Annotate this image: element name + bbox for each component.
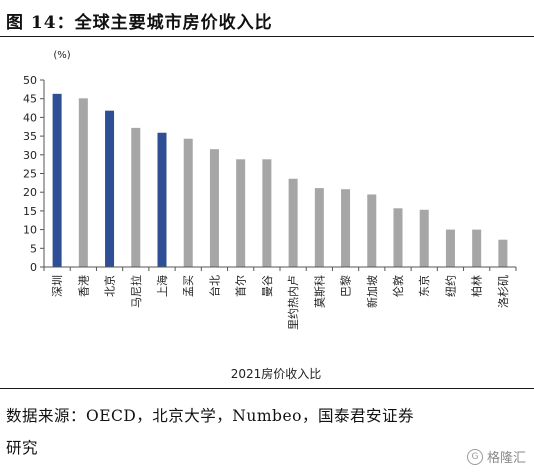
x-tick-label: 曼谷 (261, 275, 274, 297)
x-axis-title: 2021房价收入比 (231, 366, 322, 381)
x-tick-label: 柏林 (470, 275, 484, 297)
bar-香港 (78, 98, 88, 267)
bar-纽约 (445, 229, 455, 267)
y-tick-label: 30 (23, 149, 37, 162)
bar-东京 (419, 209, 429, 267)
y-tick-label: 40 (23, 111, 37, 124)
x-tick-label: 首尔 (234, 275, 248, 297)
x-tick-label: 马尼拉 (129, 275, 143, 308)
source-divider (0, 388, 534, 389)
bar-伦敦 (393, 208, 403, 267)
x-tick-label: 伦敦 (391, 275, 405, 297)
source-line-2: 研究 (6, 439, 39, 457)
x-tick-label: 北京 (103, 275, 117, 297)
bar-莫斯科 (314, 188, 324, 267)
y-tick-label: 0 (30, 261, 37, 274)
bar-北京 (105, 110, 115, 267)
unit-label: (%) (53, 50, 70, 61)
bar-曼谷 (262, 159, 272, 267)
bar-首尔 (236, 159, 246, 267)
y-tick-label: 35 (23, 130, 37, 143)
bar-马尼拉 (131, 127, 141, 267)
bar-台北 (209, 149, 219, 267)
watermark: G 格隆汇 (466, 447, 526, 466)
y-tick-label: 45 (23, 93, 37, 106)
x-tick-label: 深圳 (51, 275, 64, 297)
bar-chart: 0 5 10 15 20 25 30 35 40 45 50 深圳 香港 北京 马尼拉 上海 孟买 台北 首尔 曼谷… (23, 50, 517, 381)
x-tick-label: 莫斯科 (312, 275, 326, 308)
y-tick-label: 15 (23, 205, 37, 218)
x-tick-label: 上海 (155, 275, 169, 297)
bar-洛杉矶 (498, 239, 508, 267)
x-tick-label: 纽约 (443, 275, 457, 297)
chart-container: 0 5 10 15 20 25 30 35 40 45 50 深圳 香港 北京 马尼拉 上海 孟买 台北 首尔 曼谷… (0, 40, 534, 385)
bar-里约热内卢 (288, 178, 298, 267)
x-tick-label: 里约热内卢 (286, 275, 300, 330)
bar-巴黎 (341, 189, 351, 267)
y-axis: 0 5 10 15 20 25 30 35 40 45 50 (23, 74, 45, 274)
watermark-logo-icon: G (466, 448, 483, 465)
bar-深圳 (52, 93, 62, 267)
y-tick-label: 10 (23, 224, 37, 237)
bar-孟买 (183, 138, 193, 267)
bar-上海 (157, 132, 167, 267)
x-tick-label: 新加坡 (365, 275, 379, 308)
x-tick-label: 东京 (417, 275, 431, 297)
y-tick-label: 25 (23, 168, 37, 181)
source-line-1: 数据来源：OECD，北京大学，Numbeo，国泰君安证券 (6, 407, 414, 425)
source-note: 数据来源：OECD，北京大学，Numbeo，国泰君安证券 研究 (6, 400, 526, 464)
title-divider (0, 36, 534, 37)
x-tick-label: 台北 (207, 275, 221, 297)
y-tick-label: 50 (23, 74, 37, 87)
figure-title: 图 14：全球主要城市房价收入比 (6, 13, 273, 33)
bar-新加坡 (367, 194, 377, 267)
x-tick-label: 孟买 (182, 275, 195, 297)
watermark-text: 格隆汇 (486, 451, 526, 466)
y-tick-label: 20 (23, 186, 37, 199)
y-tick-label: 5 (30, 242, 37, 255)
x-tick-label: 巴黎 (339, 275, 353, 297)
x-tick-label: 香港 (77, 275, 90, 297)
x-tick-label: 洛杉矶 (496, 275, 510, 308)
bar-柏林 (472, 229, 482, 267)
x-axis: 深圳 香港 北京 马尼拉 上海 孟买 台北 首尔 曼谷 里约热内卢 莫斯科 巴黎 新加坡 伦敦 东京 纽约 柏林… (43, 266, 517, 330)
bars-group (52, 93, 508, 267)
